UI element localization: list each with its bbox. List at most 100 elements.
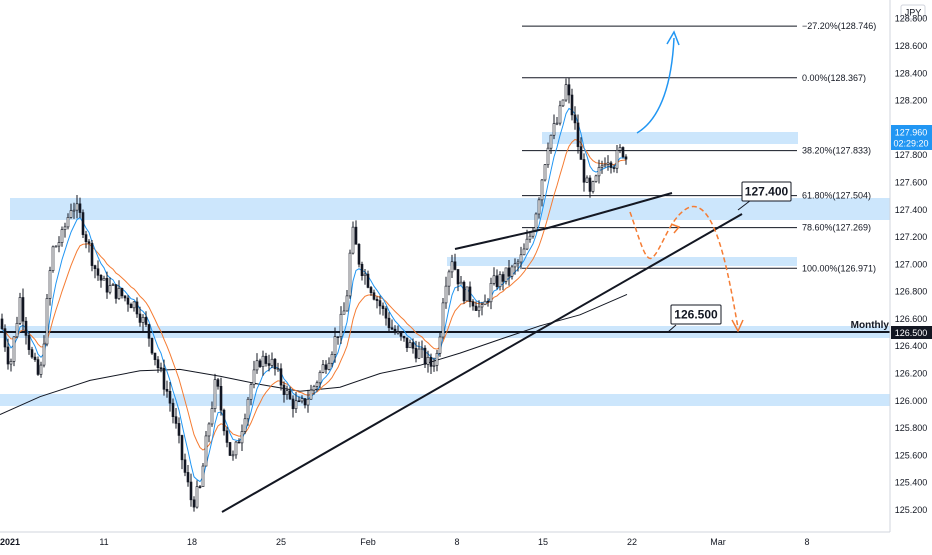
candle-up <box>246 398 250 420</box>
candle-down <box>159 367 163 369</box>
candle-up <box>606 162 610 165</box>
candle-up <box>483 300 487 306</box>
candle-up <box>510 266 514 277</box>
zone-127-400 <box>10 198 890 220</box>
candle-down <box>189 481 193 501</box>
candle-up <box>339 313 343 337</box>
candle-down <box>324 364 328 370</box>
candle-up <box>417 348 421 359</box>
price-tick-label: 125.600 <box>895 450 928 460</box>
candle-down <box>405 337 409 349</box>
candle-up <box>564 84 568 101</box>
candle-up <box>18 297 22 324</box>
candle-up <box>546 147 550 166</box>
candle-up <box>465 286 469 302</box>
candle-down <box>471 301 475 307</box>
fib-level-label: 61.80%(127.504) <box>802 191 871 201</box>
candle-up <box>108 285 112 293</box>
candle-down <box>147 324 151 339</box>
candle-up <box>270 358 274 366</box>
candle-up <box>66 217 70 228</box>
price-tick-label: 128.400 <box>895 68 928 78</box>
candle-down <box>576 122 580 147</box>
candle-up <box>102 278 106 281</box>
zone-127-000 <box>447 257 797 266</box>
candle-down <box>33 356 37 360</box>
candle-down <box>24 320 28 336</box>
candle-up <box>432 364 436 367</box>
candle-down <box>282 384 286 396</box>
price-tick-label: 127.800 <box>895 150 928 160</box>
candle-up <box>306 398 310 406</box>
candle-down <box>87 241 91 244</box>
candle-up <box>504 267 508 282</box>
candle-up <box>537 199 541 215</box>
candle-down <box>369 287 373 294</box>
candle-down <box>150 338 154 354</box>
price-tick-label: 125.200 <box>895 505 928 515</box>
candle-down <box>168 390 172 404</box>
candle-down <box>474 305 478 311</box>
candle-up <box>363 273 367 277</box>
candle-down <box>228 442 232 456</box>
candle-up <box>477 306 481 311</box>
callout-lower-label: 126.500 <box>674 308 718 322</box>
candle-down <box>507 267 511 277</box>
trendlines <box>221 192 743 513</box>
candle-down <box>378 300 382 307</box>
candle-up <box>15 322 19 338</box>
candle-down <box>588 177 592 192</box>
candle-up <box>60 229 64 243</box>
time-tick-label: 22 <box>627 537 637 547</box>
candle-down <box>264 355 268 364</box>
candle-up <box>549 134 553 149</box>
candle-down <box>90 243 94 266</box>
candle-down <box>129 303 133 309</box>
candle-down <box>453 261 457 270</box>
candle-down <box>171 402 175 418</box>
price-tick-label: 127.400 <box>895 205 928 215</box>
moving-averages <box>0 107 628 483</box>
candle-down <box>291 398 295 410</box>
candle-down <box>105 278 109 293</box>
candle-up <box>42 343 46 366</box>
currency-box[interactable] <box>900 4 926 20</box>
candle-down <box>462 281 466 302</box>
candle-down <box>258 360 262 367</box>
candle-up <box>528 235 532 240</box>
candle-up <box>300 398 304 402</box>
candle-up <box>396 331 400 334</box>
price-tick-label: 126.600 <box>895 314 928 324</box>
candle-up <box>294 400 298 410</box>
candle-down <box>273 358 277 370</box>
candle-down <box>429 357 433 367</box>
price-tick-label: 128.200 <box>895 96 928 106</box>
candle-down <box>27 335 31 350</box>
candle-up <box>309 389 313 400</box>
projection-up-arrow <box>636 37 675 134</box>
candle-down <box>3 328 7 348</box>
price-tick-label: 127.600 <box>895 177 928 187</box>
candle-up <box>240 431 244 444</box>
candle-up <box>51 246 55 271</box>
monthly-price-value: 126.500 <box>895 328 928 338</box>
candlesticks <box>0 77 628 512</box>
candle-up <box>594 175 598 182</box>
candle-down <box>126 297 130 305</box>
time-tick-label: 15 <box>538 537 548 547</box>
candle-down <box>501 274 505 282</box>
candle-down <box>6 346 10 365</box>
candle-down <box>414 348 418 359</box>
projection-down-arrowhead <box>731 319 744 333</box>
candle-down <box>177 423 181 436</box>
candle-up <box>261 355 265 367</box>
candle-up <box>525 238 529 250</box>
candle-down <box>120 287 124 297</box>
candle-down <box>279 368 283 386</box>
candle-down <box>99 275 103 281</box>
candle-up <box>75 203 79 211</box>
candle-down <box>381 305 385 309</box>
candle-down <box>225 430 229 443</box>
candle-up <box>63 226 67 230</box>
